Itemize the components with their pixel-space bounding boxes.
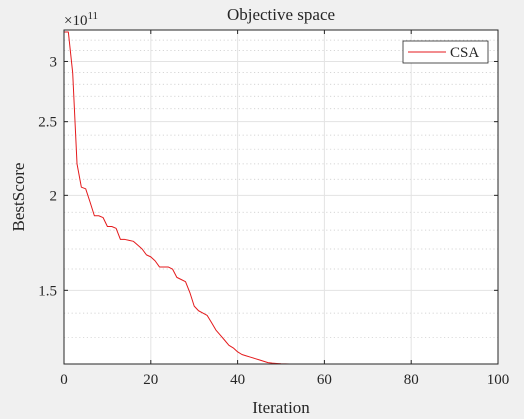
y-tick-label-1: 2 <box>50 188 58 204</box>
legend-label-csa: CSA <box>450 45 479 61</box>
y-exponent-power: 11 <box>87 10 98 22</box>
x-tick-label-5: 100 <box>487 372 510 388</box>
plot-area <box>64 30 498 364</box>
axes-box <box>63 29 499 365</box>
y-tick-label-3: 3 <box>50 54 58 70</box>
chart-title: Objective space <box>227 5 335 24</box>
x-axis-label: Iteration <box>252 398 310 417</box>
x-tick-label-3: 60 <box>317 372 332 388</box>
y-axis-label: BestScore <box>9 163 28 232</box>
y-exponent-label: ×1011 <box>64 10 98 29</box>
x-tick-label-4: 80 <box>404 372 419 388</box>
ticks: 0 20 40 60 80 100 1.5 2 2.5 3 <box>38 30 509 388</box>
y-tick-label-0: 1.5 <box>38 283 57 299</box>
y-tick-label-2: 2.5 <box>38 115 57 131</box>
x-tick-label-2: 40 <box>230 372 245 388</box>
x-tick-label-1: 20 <box>143 372 158 388</box>
y-exponent-base: ×10 <box>64 13 87 29</box>
legend: CSA <box>402 40 489 64</box>
x-tick-label-0: 0 <box>60 372 68 388</box>
